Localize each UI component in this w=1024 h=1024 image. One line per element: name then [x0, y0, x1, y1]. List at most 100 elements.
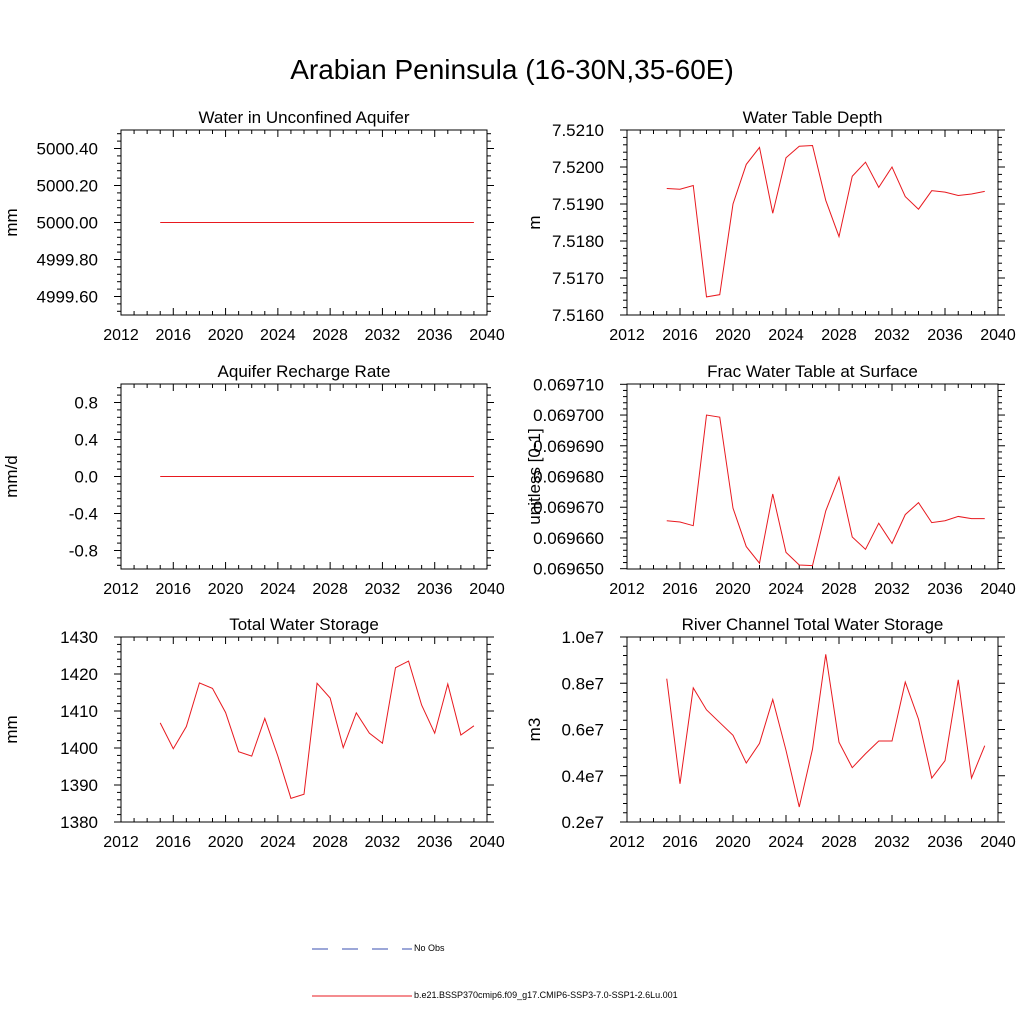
x-tick-label: 2032 [365, 834, 401, 851]
x-tick-label: 2016 [155, 327, 191, 344]
x-tick-label: 2036 [417, 834, 453, 851]
panel-title: Total Water Storage [229, 615, 379, 634]
y-tick-label: 0.069670 [533, 498, 604, 517]
panel-title: River Channel Total Water Storage [682, 615, 944, 634]
y-tick-label: 0.069690 [533, 437, 604, 456]
x-tick-label: 2036 [927, 581, 963, 598]
x-tick-label: 2020 [208, 581, 244, 598]
x-tick-label: 2032 [874, 834, 910, 851]
legend-obs-label: No Obs [414, 943, 445, 953]
x-tick-label: 2032 [365, 327, 401, 344]
y-tick-label: 0.8e7 [561, 674, 604, 693]
y-tick-label: 7.5190 [552, 195, 604, 214]
x-tick-label: 2012 [103, 327, 139, 344]
x-tick-label: 2020 [715, 327, 751, 344]
y-tick-label: 0.4e7 [561, 767, 604, 786]
y-tick-label: 7.5170 [552, 269, 604, 288]
y-tick-label: 0.8 [74, 394, 98, 413]
y-tick-label: 0.069660 [533, 529, 604, 548]
x-tick-label: 2024 [768, 834, 804, 851]
panel-1: Water in Unconfined Aquifer mm 2012 2016 202… [2, 108, 505, 344]
x-tick-label: 2032 [874, 327, 910, 344]
y-axis-label: unitless [0-1] [525, 428, 544, 524]
y-tick-label: 7.5180 [552, 232, 604, 251]
x-tick-label: 2020 [208, 834, 244, 851]
y-tick-label: 5000.40 [37, 140, 98, 159]
y-tick-label: 1410 [60, 702, 98, 721]
x-tick-label: 2040 [469, 327, 505, 344]
x-tick-label: 2040 [980, 581, 1016, 598]
panel-title: Water in Unconfined Aquifer [198, 108, 409, 127]
y-tick-label: 5000.20 [37, 177, 98, 196]
y-tick-label: 0.2e7 [561, 813, 604, 832]
y-axis-label: mm/d [2, 455, 21, 498]
panel-5: Total Water Storage mm 2012 2016 2020 2024 202… [2, 615, 505, 851]
y-axis-label: m3 [525, 718, 544, 742]
y-tick-label: 7.5210 [552, 121, 604, 140]
series-line [666, 414, 985, 567]
x-tick-label: 2032 [365, 581, 401, 598]
panel-title: Water Table Depth [743, 108, 883, 127]
y-tick-label: 4999.80 [37, 251, 98, 270]
y-axis-label: m [525, 215, 544, 229]
series-line [666, 145, 985, 298]
series-line [666, 654, 986, 808]
y-axis-label: mm [2, 208, 21, 236]
y-tick-label: 0.069710 [533, 375, 604, 394]
x-tick-label: 2036 [927, 327, 963, 344]
x-tick-label: 2036 [927, 834, 963, 851]
x-tick-label: 2020 [208, 327, 244, 344]
y-axis-label: mm [2, 715, 21, 743]
x-tick-label: 2012 [609, 327, 645, 344]
y-tick-label: 4999.60 [37, 288, 98, 307]
y-tick-label: 1400 [60, 739, 98, 758]
x-tick-label: 2024 [768, 581, 804, 598]
x-tick-label: 2028 [821, 327, 857, 344]
y-tick-label: 1380 [60, 813, 98, 832]
x-tick-label: 2020 [715, 581, 751, 598]
x-tick-label: 2024 [260, 327, 296, 344]
panel-title: Aquifer Recharge Rate [218, 362, 391, 381]
x-tick-label: 2040 [469, 834, 505, 851]
x-tick-label: 2028 [312, 327, 348, 344]
x-tick-label: 2012 [103, 834, 139, 851]
x-tick-label: 2036 [417, 327, 453, 344]
y-tick-label: 1430 [60, 628, 98, 647]
y-tick-label: 0.069680 [533, 468, 604, 487]
x-tick-label: 2024 [768, 327, 804, 344]
y-tick-label: -0.4 [69, 505, 98, 524]
y-tick-label: 5000.00 [37, 214, 98, 233]
y-tick-label: 0.0 [74, 468, 98, 487]
x-tick-label: 2012 [609, 581, 645, 598]
x-tick-label: 2016 [662, 834, 698, 851]
panel-4: Frac Water Table at Surface unitless [0-1… [525, 362, 1016, 598]
series-line [159, 660, 475, 799]
x-tick-label: 2012 [103, 581, 139, 598]
x-tick-label: 2024 [260, 581, 296, 598]
y-tick-label: 1.0e7 [561, 628, 604, 647]
x-tick-label: 2020 [715, 834, 751, 851]
x-tick-label: 2028 [312, 581, 348, 598]
x-tick-label: 2024 [260, 834, 296, 851]
y-tick-label: 1420 [60, 665, 98, 684]
x-tick-label: 2028 [821, 834, 857, 851]
y-tick-label: 0.6e7 [561, 721, 604, 740]
y-tick-label: 0.4 [74, 431, 98, 450]
x-tick-label: 2012 [609, 834, 645, 851]
x-tick-label: 2016 [155, 834, 191, 851]
x-tick-label: 2016 [662, 327, 698, 344]
main-title: Arabian Peninsula (16-30N,35-60E) [290, 54, 734, 85]
x-tick-label: 2040 [980, 834, 1016, 851]
panel-2: Water Table Depth m 2012 2016 2020 2024 2028 20… [525, 108, 1016, 344]
panel-3: Aquifer Recharge Rate mm/d 2012 2016 2020 202… [2, 362, 505, 598]
x-tick-label: 2028 [312, 834, 348, 851]
legend-model-label: b.e21.BSSP370cmip6.f09_g17.CMIP6-SSP3-7.… [414, 990, 678, 1000]
y-tick-label: 7.5200 [552, 158, 604, 177]
x-tick-label: 2032 [874, 581, 910, 598]
y-tick-label: 0.069650 [533, 560, 604, 579]
y-tick-label: -0.8 [69, 542, 98, 561]
y-tick-label: 1390 [60, 776, 98, 795]
x-tick-label: 2036 [417, 581, 453, 598]
x-tick-label: 2028 [821, 581, 857, 598]
